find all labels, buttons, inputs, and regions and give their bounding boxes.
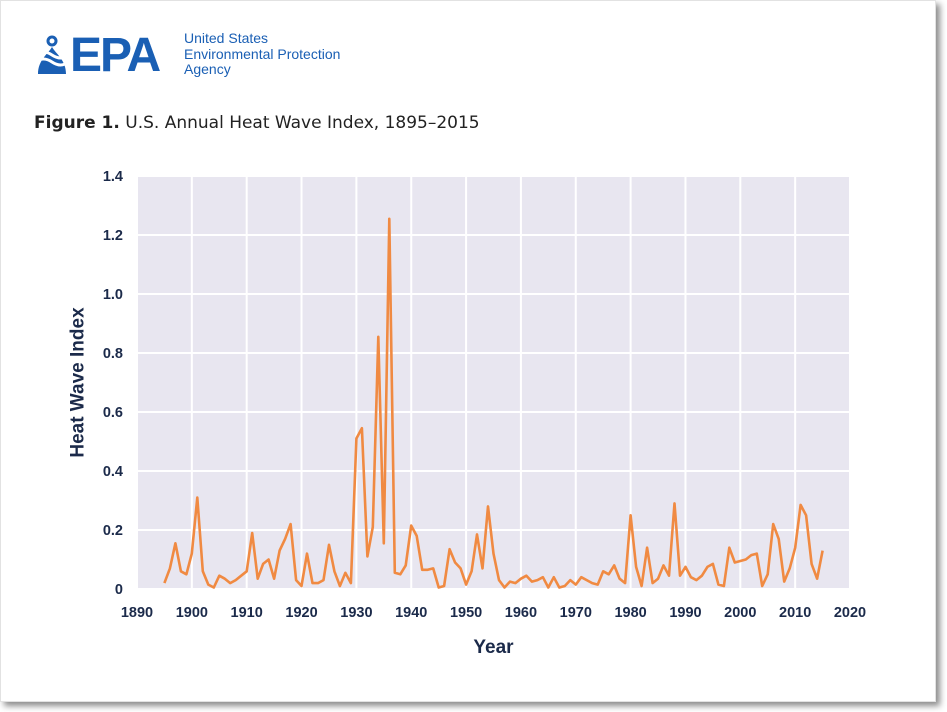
- x-tick-label: 1950: [450, 605, 482, 621]
- x-tick-label: 1900: [176, 605, 208, 621]
- x-tick-label: 1910: [231, 605, 263, 621]
- agency-line-3: Agency: [184, 61, 231, 77]
- y-tick-label: 0.6: [103, 405, 123, 421]
- x-axis-title: Year: [473, 637, 514, 658]
- x-tick-label: 2010: [779, 605, 811, 621]
- x-tick-label: 1920: [285, 605, 317, 621]
- x-tick-label: 1960: [505, 605, 537, 621]
- x-gridlines: [136, 176, 851, 589]
- epa-logo-mark: EPA: [34, 30, 172, 76]
- y-gridlines: [137, 175, 850, 590]
- y-tick-label: 0.4: [103, 464, 123, 480]
- y-tick-label: 1.4: [103, 169, 123, 185]
- epa-logo-text: EPA: [70, 30, 160, 76]
- y-axis-title: Heat Wave Index: [68, 307, 89, 458]
- agency-name: United States Environmental Protection A…: [184, 30, 341, 78]
- x-tick-label: 1930: [340, 605, 372, 621]
- y-tick-label: 0: [115, 582, 123, 598]
- x-tick-labels: 1890 1900 1910 1920 1930 1940 1950 1960 1970 1980…: [121, 605, 866, 621]
- heat-wave-index-line: [163, 217, 824, 589]
- epa-logo-wordmark: EPA: [70, 30, 162, 76]
- y-tick-label: 0.2: [103, 523, 123, 539]
- agency-line-1: United States: [184, 30, 269, 46]
- x-tick-label: 1970: [560, 605, 592, 621]
- y-tick-label: 1.2: [103, 228, 123, 244]
- epa-flower-icon: [35, 35, 69, 74]
- y-tick-label: 1.0: [103, 287, 123, 303]
- figure-label: Figure 1.: [34, 113, 120, 133]
- y-tick-labels: 0 0.2 0.4 0.6 0.8 1.0 1.2 1.4: [103, 169, 123, 598]
- x-tick-label: 2020: [834, 605, 866, 621]
- y-tick-label: 0.8: [103, 346, 123, 362]
- epa-logo[interactable]: EPA United States Environmental Protecti…: [34, 30, 340, 78]
- x-tick-label: 1990: [669, 605, 701, 621]
- x-tick-label: 1890: [121, 605, 153, 621]
- agency-line-2: Environmental Protection: [184, 45, 341, 62]
- plot-area: [137, 176, 850, 589]
- x-tick-label: 1940: [395, 605, 427, 621]
- x-tick-label: 2000: [724, 605, 756, 621]
- figure-caption: U.S. Annual Heat Wave Index, 1895–2015: [125, 113, 480, 133]
- figure-title: Figure 1. U.S. Annual Heat Wave Index, 1…: [34, 113, 480, 133]
- x-tick-label: 1980: [614, 605, 646, 621]
